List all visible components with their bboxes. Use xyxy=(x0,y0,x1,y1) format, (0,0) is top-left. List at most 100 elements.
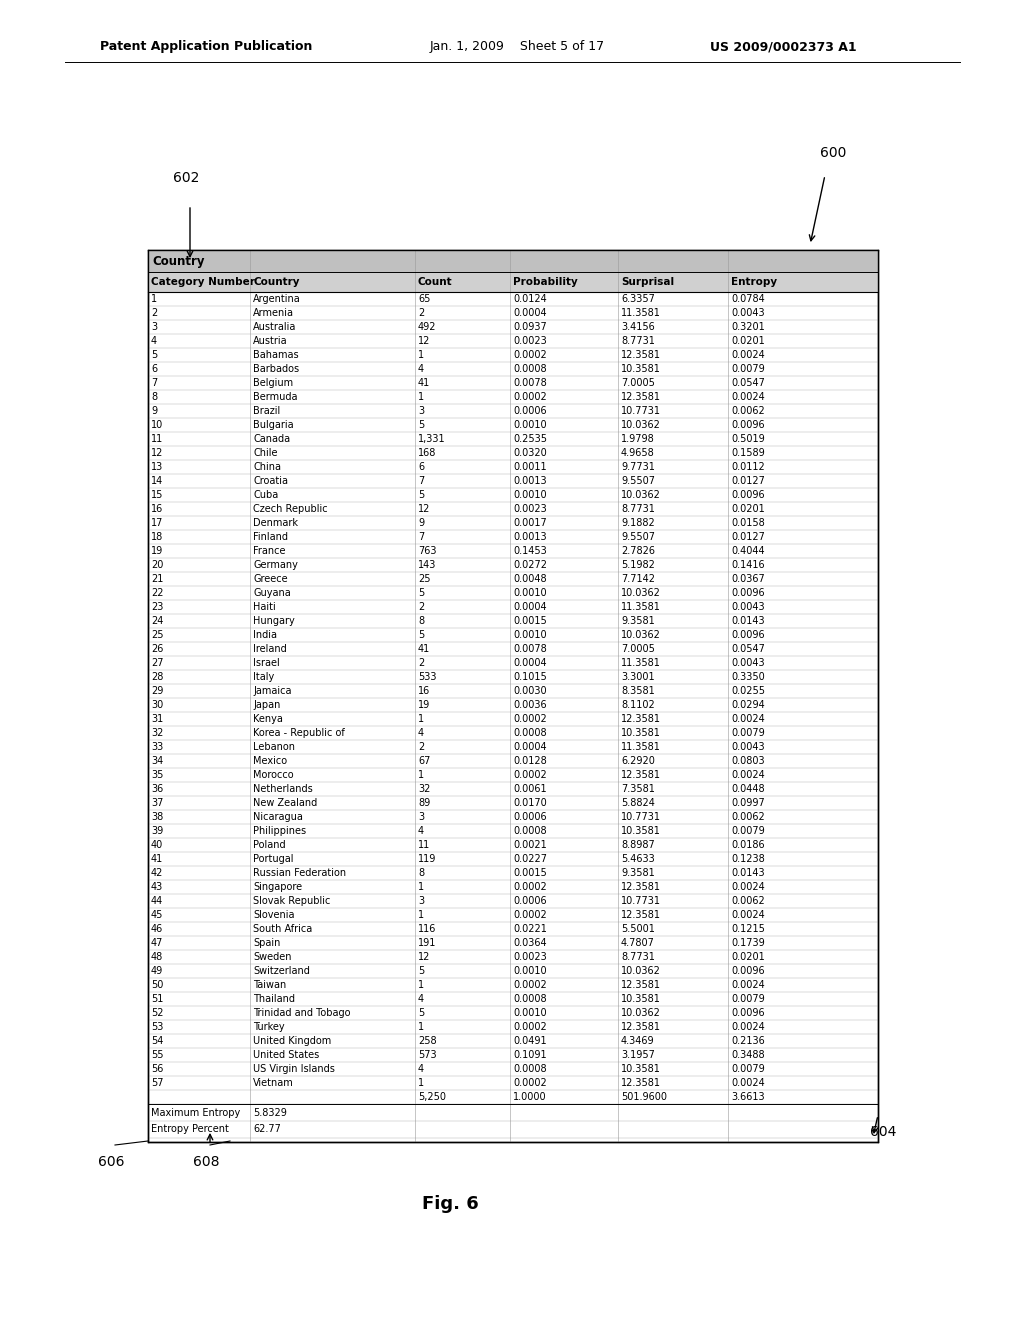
Text: 0.0491: 0.0491 xyxy=(513,1036,547,1045)
Text: 0.0024: 0.0024 xyxy=(731,350,765,360)
Text: 0.0096: 0.0096 xyxy=(731,630,765,640)
Text: 0.1589: 0.1589 xyxy=(731,447,765,458)
Text: 0.0062: 0.0062 xyxy=(731,896,765,906)
Text: 0.5019: 0.5019 xyxy=(731,434,765,444)
Text: 11.3581: 11.3581 xyxy=(621,742,660,752)
Text: 5.1982: 5.1982 xyxy=(621,560,655,570)
Text: 0.0006: 0.0006 xyxy=(513,812,547,822)
Bar xyxy=(148,249,878,272)
Text: Chile: Chile xyxy=(253,447,278,458)
Text: 0.0010: 0.0010 xyxy=(513,587,547,598)
Text: Czech Republic: Czech Republic xyxy=(253,504,328,513)
Text: 0.0013: 0.0013 xyxy=(513,477,547,486)
Text: 10.7731: 10.7731 xyxy=(621,896,662,906)
Text: 0.0143: 0.0143 xyxy=(731,616,765,626)
Text: 0.0255: 0.0255 xyxy=(731,686,765,696)
Text: Spain: Spain xyxy=(253,939,281,948)
Text: 0.0294: 0.0294 xyxy=(731,700,765,710)
Text: 0.0006: 0.0006 xyxy=(513,407,547,416)
Text: 22: 22 xyxy=(151,587,164,598)
Text: 0.0043: 0.0043 xyxy=(731,308,765,318)
Text: Haiti: Haiti xyxy=(253,602,275,612)
Text: 6: 6 xyxy=(151,364,157,374)
Text: 12.3581: 12.3581 xyxy=(621,392,662,403)
Text: 0.0008: 0.0008 xyxy=(513,1064,547,1074)
Text: Surprisal: Surprisal xyxy=(621,277,674,286)
Text: 5: 5 xyxy=(418,630,424,640)
Text: Turkey: Turkey xyxy=(253,1022,285,1032)
Text: 39: 39 xyxy=(151,826,163,836)
Text: 0.0221: 0.0221 xyxy=(513,924,547,935)
Text: Russian Federation: Russian Federation xyxy=(253,869,346,878)
Text: 191: 191 xyxy=(418,939,436,948)
Text: 25: 25 xyxy=(151,630,164,640)
Bar xyxy=(148,249,878,1142)
Text: 12.3581: 12.3581 xyxy=(621,350,662,360)
Text: 0.0062: 0.0062 xyxy=(731,407,765,416)
Text: 0.0186: 0.0186 xyxy=(731,840,765,850)
Text: 16: 16 xyxy=(151,504,163,513)
Text: Croatia: Croatia xyxy=(253,477,288,486)
Text: Bahamas: Bahamas xyxy=(253,350,299,360)
Text: 4: 4 xyxy=(418,826,424,836)
Text: Switzerland: Switzerland xyxy=(253,966,310,975)
Text: 0.0002: 0.0002 xyxy=(513,350,547,360)
Text: United Kingdom: United Kingdom xyxy=(253,1036,331,1045)
Text: Cuba: Cuba xyxy=(253,490,279,500)
Text: 0.0023: 0.0023 xyxy=(513,337,547,346)
Text: Slovak Republic: Slovak Republic xyxy=(253,896,331,906)
Text: US Virgin Islands: US Virgin Islands xyxy=(253,1064,335,1074)
Text: 0.0024: 0.0024 xyxy=(731,979,765,990)
Text: 0.0547: 0.0547 xyxy=(731,644,765,653)
Text: 0.0017: 0.0017 xyxy=(513,517,547,528)
Text: 3: 3 xyxy=(418,407,424,416)
Text: Hungary: Hungary xyxy=(253,616,295,626)
Text: 1: 1 xyxy=(418,909,424,920)
Text: 0.0048: 0.0048 xyxy=(513,574,547,583)
Text: Brazil: Brazil xyxy=(253,407,281,416)
Text: 0.1091: 0.1091 xyxy=(513,1049,547,1060)
Text: Singapore: Singapore xyxy=(253,882,302,892)
Text: 5: 5 xyxy=(418,966,424,975)
Text: 0.3488: 0.3488 xyxy=(731,1049,765,1060)
Text: 0.1238: 0.1238 xyxy=(731,854,765,865)
Text: 5,250: 5,250 xyxy=(418,1092,446,1102)
Text: 0.0002: 0.0002 xyxy=(513,714,547,723)
Text: 3.1957: 3.1957 xyxy=(621,1049,655,1060)
Text: Patent Application Publication: Patent Application Publication xyxy=(100,40,312,53)
Text: 51: 51 xyxy=(151,994,164,1005)
Text: Morocco: Morocco xyxy=(253,770,294,780)
Text: 0.0030: 0.0030 xyxy=(513,686,547,696)
Text: 0.0112: 0.0112 xyxy=(731,462,765,473)
Text: 9.3581: 9.3581 xyxy=(621,616,654,626)
Text: 0.0015: 0.0015 xyxy=(513,869,547,878)
Text: 0.0079: 0.0079 xyxy=(731,994,765,1005)
Text: 0.0367: 0.0367 xyxy=(731,574,765,583)
Text: 0.0023: 0.0023 xyxy=(513,952,547,962)
Text: 10.3581: 10.3581 xyxy=(621,826,660,836)
Text: Thailand: Thailand xyxy=(253,994,295,1005)
Text: 7.3581: 7.3581 xyxy=(621,784,655,795)
Text: 0.0004: 0.0004 xyxy=(513,742,547,752)
Text: 32: 32 xyxy=(151,729,164,738)
Text: Entropy: Entropy xyxy=(731,277,777,286)
Text: 12.3581: 12.3581 xyxy=(621,882,662,892)
Text: 1: 1 xyxy=(418,770,424,780)
Text: Slovenia: Slovenia xyxy=(253,909,295,920)
Text: 42: 42 xyxy=(151,869,164,878)
Text: 5.8824: 5.8824 xyxy=(621,799,655,808)
Text: 55: 55 xyxy=(151,1049,164,1060)
Text: 13: 13 xyxy=(151,462,163,473)
Text: 62.77: 62.77 xyxy=(253,1125,281,1134)
Text: 10.0362: 10.0362 xyxy=(621,420,660,430)
Text: 2.7826: 2.7826 xyxy=(621,546,655,556)
Text: 8.1102: 8.1102 xyxy=(621,700,654,710)
Text: Country: Country xyxy=(253,277,299,286)
Text: 8.7731: 8.7731 xyxy=(621,952,655,962)
Text: 4: 4 xyxy=(418,1064,424,1074)
Text: 12.3581: 12.3581 xyxy=(621,1078,662,1088)
Text: Netherlands: Netherlands xyxy=(253,784,312,795)
Text: 3: 3 xyxy=(418,896,424,906)
Text: 4: 4 xyxy=(418,364,424,374)
Text: Sweden: Sweden xyxy=(253,952,292,962)
